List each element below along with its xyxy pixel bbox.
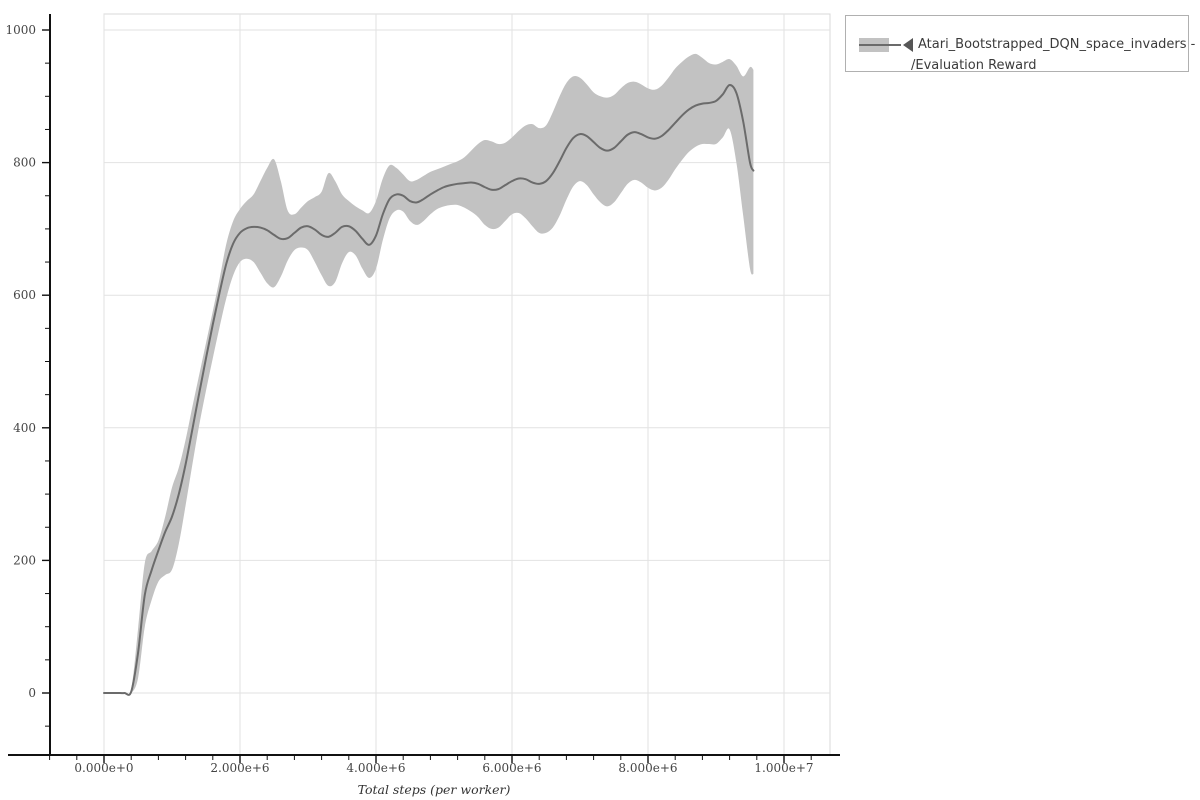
left-triangle-marker-icon — [903, 38, 913, 52]
y-tick-label: 200 — [13, 553, 36, 567]
x-tick-label: 0.000e+0 — [74, 761, 133, 775]
x-tick-label: 1.000e+7 — [754, 761, 813, 775]
y-tick-label: 800 — [13, 156, 36, 170]
x-tick-label: 4.000e+6 — [346, 761, 405, 775]
tick-marks — [42, 29, 812, 763]
axes — [8, 14, 840, 756]
legend[interactable]: Atari_Bootstrapped_DQN_space_invaders - … — [845, 15, 1200, 73]
mean-line — [103, 84, 755, 696]
x-tick-label: 8.000e+6 — [618, 761, 677, 775]
axis-titles: Total steps (per worker) — [358, 782, 511, 797]
legend-band-swatch — [859, 38, 901, 52]
legend-label-line1: Atari_Bootstrapped_DQN_space_invaders - … — [918, 37, 1200, 52]
x-tick-label: 6.000e+6 — [482, 761, 541, 775]
x-axis-title: Total steps (per worker) — [358, 782, 511, 797]
legend-label-line2: /Evaluation Reward — [911, 58, 1037, 73]
y-tick-label: 1000 — [5, 23, 36, 37]
y-tick-label: 0 — [28, 686, 36, 700]
y-tick-label: 600 — [13, 288, 36, 302]
confidence-band — [104, 53, 754, 695]
legend-entry[interactable]: Atari_Bootstrapped_DQN_space_invaders - … — [846, 16, 1200, 73]
tick-labels: 0.000e+0 2.000e+6 4.000e+6 6.000e+6 8.000e+6… — [5, 23, 813, 775]
legend-mean-line — [859, 44, 901, 46]
x-tick-label: 2.000e+6 — [210, 761, 269, 775]
y-tick-label: 400 — [13, 421, 36, 435]
